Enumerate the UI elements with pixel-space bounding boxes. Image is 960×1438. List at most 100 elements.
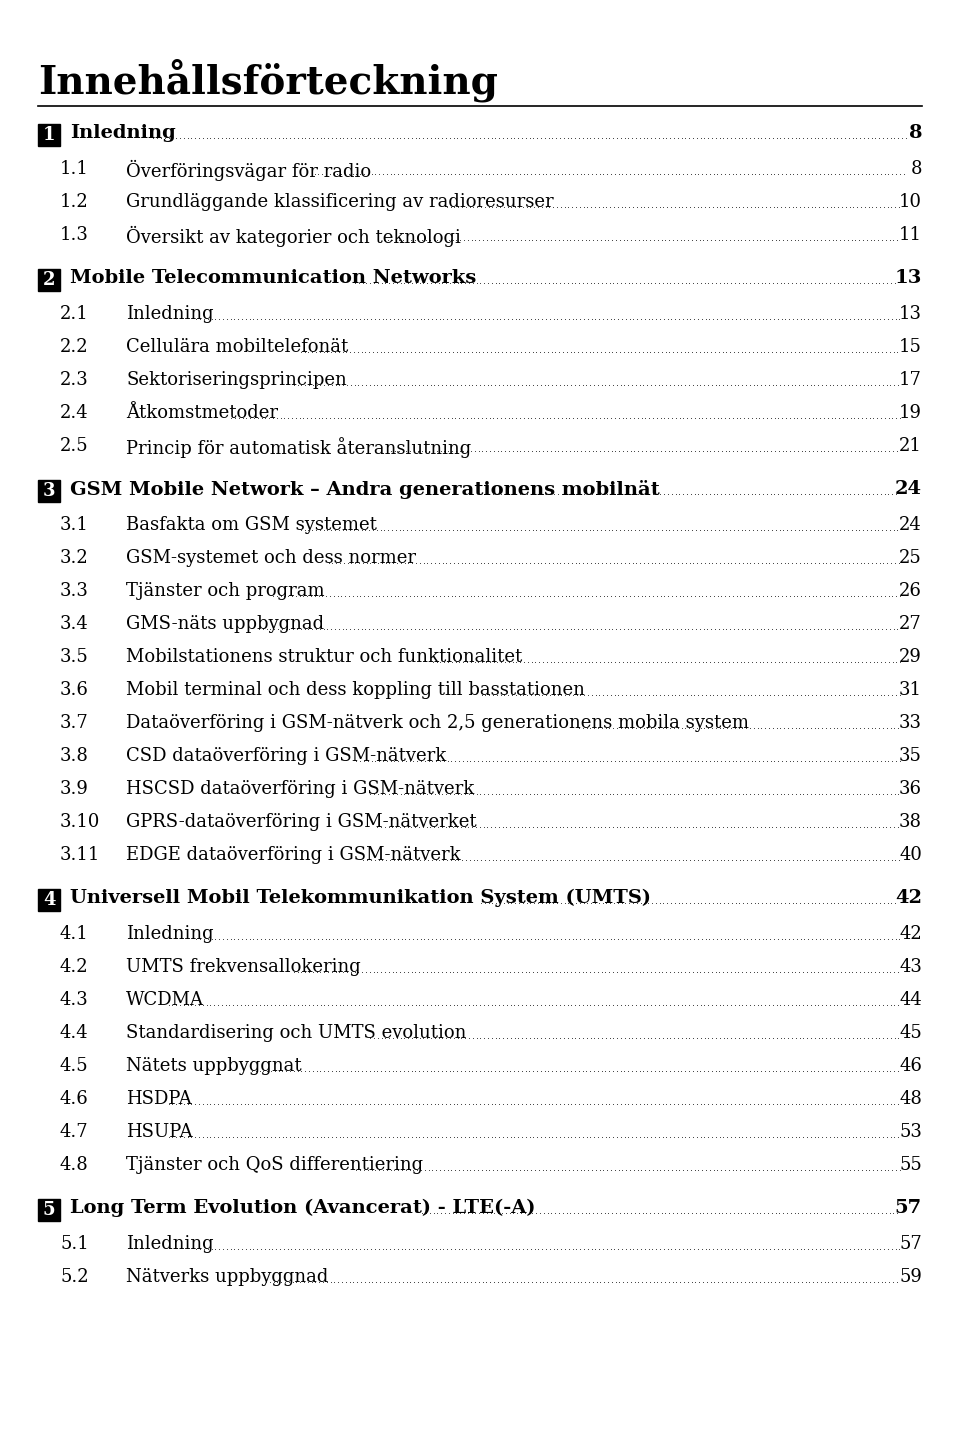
Text: CSD dataöverföring i GSM-nätverk: CSD dataöverföring i GSM-nätverk: [126, 746, 446, 765]
Text: HSCSD dataöverföring i GSM-nätverk: HSCSD dataöverföring i GSM-nätverk: [126, 779, 474, 798]
Text: GMS-näts uppbygnad: GMS-näts uppbygnad: [126, 615, 324, 633]
Text: Basfakta om GSM systemet: Basfakta om GSM systemet: [126, 516, 377, 533]
Text: 48: 48: [900, 1090, 922, 1109]
Text: 13: 13: [895, 269, 922, 288]
Text: HSDPA: HSDPA: [126, 1090, 192, 1109]
Text: Mobil terminal och dess koppling till basstationen: Mobil terminal och dess koppling till ba…: [126, 682, 585, 699]
Text: 4.8: 4.8: [60, 1156, 88, 1173]
Text: 55: 55: [900, 1156, 922, 1173]
Text: 38: 38: [899, 812, 922, 831]
Text: 29: 29: [900, 649, 922, 666]
Text: 5: 5: [42, 1201, 56, 1219]
Text: 4.1: 4.1: [60, 925, 88, 943]
Text: 5.1: 5.1: [60, 1235, 88, 1252]
Text: GSM Mobile Network – Andra generationens mobilnät: GSM Mobile Network – Andra generationens…: [70, 480, 660, 499]
Text: 57: 57: [895, 1199, 922, 1217]
Text: Inledning: Inledning: [70, 124, 176, 142]
Text: UMTS frekvensallokering: UMTS frekvensallokering: [126, 958, 361, 976]
Text: 27: 27: [900, 615, 922, 633]
Text: 17: 17: [900, 371, 922, 390]
Text: 4.2: 4.2: [60, 958, 88, 976]
Text: HSUPA: HSUPA: [126, 1123, 193, 1140]
Text: 1.1: 1.1: [60, 160, 89, 178]
Text: 4.6: 4.6: [60, 1090, 88, 1109]
Text: 4.3: 4.3: [60, 991, 88, 1009]
Bar: [38, 1199, 60, 1221]
Text: 1.2: 1.2: [60, 193, 88, 211]
Text: 11: 11: [899, 226, 922, 244]
Text: 26: 26: [900, 582, 922, 600]
Text: 4: 4: [43, 892, 56, 909]
Text: 3.10: 3.10: [60, 812, 101, 831]
Text: 3.8: 3.8: [60, 746, 89, 765]
Text: Dataöverföring i GSM-nätverk och 2,5 generationens mobila system: Dataöverföring i GSM-nätverk och 2,5 gen…: [126, 715, 749, 732]
Text: 5.2: 5.2: [60, 1268, 88, 1286]
Text: 25: 25: [900, 549, 922, 567]
Text: 21: 21: [900, 437, 922, 454]
Text: 8: 8: [908, 124, 922, 142]
Text: Princip för automatisk återanslutning: Princip för automatisk återanslutning: [126, 437, 471, 457]
Text: Inledning: Inledning: [126, 1235, 214, 1252]
Text: Universell Mobil Telekommunikation System (UMTS): Universell Mobil Telekommunikation Syste…: [70, 889, 651, 907]
Text: Översikt av kategorier och teknologi: Översikt av kategorier och teknologi: [126, 226, 461, 247]
Text: 2.2: 2.2: [60, 338, 88, 357]
Text: 3.2: 3.2: [60, 549, 88, 567]
Text: 4.4: 4.4: [60, 1024, 88, 1043]
Text: Inledning: Inledning: [126, 305, 214, 324]
Text: 57: 57: [900, 1235, 922, 1252]
Bar: [38, 124, 60, 147]
Text: Long Term Evolution (Avancerat) - LTE(-A): Long Term Evolution (Avancerat) - LTE(-A…: [70, 1199, 536, 1217]
Bar: [38, 269, 60, 290]
Text: 45: 45: [900, 1024, 922, 1043]
Text: 2.5: 2.5: [60, 437, 88, 454]
Text: Standardisering och UMTS evolution: Standardisering och UMTS evolution: [126, 1024, 467, 1043]
Text: 4.7: 4.7: [60, 1123, 88, 1140]
Text: 4.5: 4.5: [60, 1057, 88, 1076]
Text: 44: 44: [900, 991, 922, 1009]
Text: Sektoriseringsprincipen: Sektoriseringsprincipen: [126, 371, 347, 390]
Bar: [38, 889, 60, 912]
Text: 1.3: 1.3: [60, 226, 89, 244]
Text: 2: 2: [43, 270, 56, 289]
Text: 3.9: 3.9: [60, 779, 89, 798]
Text: 3.6: 3.6: [60, 682, 89, 699]
Text: Innehållsförteckning: Innehållsförteckning: [38, 58, 498, 102]
Text: 19: 19: [899, 404, 922, 421]
Text: Nätets uppbyggnat: Nätets uppbyggnat: [126, 1057, 301, 1076]
Text: 40: 40: [900, 846, 922, 864]
Text: GSM-systemet och dess normer: GSM-systemet och dess normer: [126, 549, 416, 567]
Text: 24: 24: [900, 516, 922, 533]
Text: Mobilstationens struktur och funktionalitet: Mobilstationens struktur och funktionali…: [126, 649, 522, 666]
Text: 36: 36: [899, 779, 922, 798]
Text: Grundläggande klassificering av radioresurser: Grundläggande klassificering av radiores…: [126, 193, 554, 211]
Text: 8: 8: [910, 160, 922, 178]
Text: 59: 59: [900, 1268, 922, 1286]
Text: 15: 15: [900, 338, 922, 357]
Text: 3.11: 3.11: [60, 846, 101, 864]
Text: 35: 35: [900, 746, 922, 765]
Text: 3.7: 3.7: [60, 715, 88, 732]
Text: 33: 33: [899, 715, 922, 732]
Text: 2.4: 2.4: [60, 404, 88, 421]
Text: Cellulära mobiltelefonät: Cellulära mobiltelefonät: [126, 338, 348, 357]
Text: 42: 42: [900, 925, 922, 943]
Text: 1: 1: [43, 127, 56, 144]
Text: WCDMA: WCDMA: [126, 991, 204, 1009]
Text: 3.4: 3.4: [60, 615, 88, 633]
Text: GPRS-dataöverföring i GSM-nätverket: GPRS-dataöverföring i GSM-nätverket: [126, 812, 476, 831]
Text: 53: 53: [900, 1123, 922, 1140]
Text: Tjänster och QoS differentiering: Tjänster och QoS differentiering: [126, 1156, 423, 1173]
Text: 42: 42: [895, 889, 922, 907]
Text: 43: 43: [900, 958, 922, 976]
Text: 3: 3: [43, 482, 56, 500]
Text: 46: 46: [900, 1057, 922, 1076]
Bar: [38, 480, 60, 502]
Text: 2.3: 2.3: [60, 371, 88, 390]
Text: 24: 24: [895, 480, 922, 498]
Text: 3.3: 3.3: [60, 582, 89, 600]
Text: EDGE dataöverföring i GSM-nätverk: EDGE dataöverföring i GSM-nätverk: [126, 846, 461, 864]
Text: Nätverks uppbyggnad: Nätverks uppbyggnad: [126, 1268, 328, 1286]
Text: 3.1: 3.1: [60, 516, 89, 533]
Text: 10: 10: [899, 193, 922, 211]
Text: 2.1: 2.1: [60, 305, 88, 324]
